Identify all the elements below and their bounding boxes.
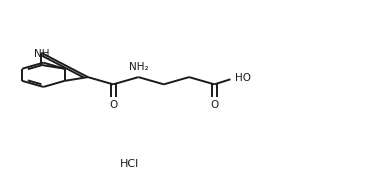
- Text: NH: NH: [33, 49, 49, 59]
- Text: O: O: [210, 100, 219, 110]
- Text: O: O: [109, 100, 117, 110]
- Text: HO: HO: [235, 73, 251, 83]
- Text: NH₂: NH₂: [129, 62, 148, 72]
- Text: HCl: HCl: [120, 160, 139, 169]
